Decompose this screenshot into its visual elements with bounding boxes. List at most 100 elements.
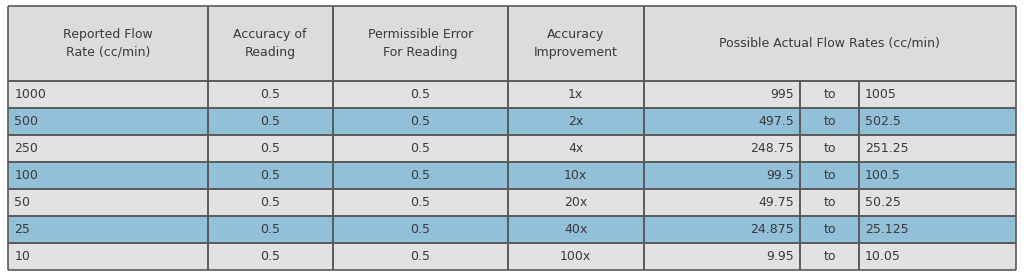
Bar	[801, 216, 859, 243]
Bar	[8, 81, 208, 108]
Text: 24.875: 24.875	[751, 223, 795, 236]
Text: 1000: 1000	[14, 88, 46, 101]
Text: Possible Actual Flow Rates (cc/min): Possible Actual Flow Rates (cc/min)	[719, 37, 940, 50]
Bar	[8, 6, 208, 81]
Text: to: to	[823, 223, 836, 236]
Text: 0.5: 0.5	[411, 115, 430, 128]
Text: 0.5: 0.5	[260, 223, 281, 236]
Bar	[333, 162, 508, 189]
Text: 251.25: 251.25	[865, 142, 908, 155]
Bar	[801, 81, 859, 108]
Text: 0.5: 0.5	[260, 169, 281, 182]
Bar	[333, 216, 508, 243]
Bar	[208, 6, 333, 81]
Text: 0.5: 0.5	[411, 142, 430, 155]
Text: 0.5: 0.5	[260, 250, 281, 264]
Text: 0.5: 0.5	[411, 196, 430, 209]
Text: 10x: 10x	[564, 169, 587, 182]
Bar	[8, 108, 208, 135]
Text: 1005: 1005	[865, 88, 897, 101]
Text: 9.95: 9.95	[767, 250, 795, 264]
Bar	[333, 189, 508, 216]
Bar	[859, 81, 1016, 108]
Text: 10: 10	[14, 250, 31, 264]
Text: 0.5: 0.5	[411, 250, 430, 264]
Text: 100x: 100x	[560, 250, 591, 264]
Text: 995: 995	[771, 88, 795, 101]
Text: 50.25: 50.25	[865, 196, 901, 209]
Bar	[643, 6, 1016, 81]
Bar	[208, 81, 333, 108]
Text: 0.5: 0.5	[260, 196, 281, 209]
Bar	[208, 189, 333, 216]
Bar	[508, 189, 643, 216]
Text: 0.5: 0.5	[411, 223, 430, 236]
Bar	[8, 243, 208, 270]
Bar	[333, 108, 508, 135]
Bar	[643, 135, 801, 162]
Bar	[508, 243, 643, 270]
Bar	[508, 81, 643, 108]
Bar	[801, 108, 859, 135]
Text: to: to	[823, 88, 836, 101]
Bar	[643, 162, 801, 189]
Text: to: to	[823, 196, 836, 209]
Bar	[801, 243, 859, 270]
Bar	[859, 243, 1016, 270]
Bar	[8, 189, 208, 216]
Text: to: to	[823, 115, 836, 128]
Bar	[208, 108, 333, 135]
Text: 40x: 40x	[564, 223, 587, 236]
Text: 25.125: 25.125	[865, 223, 908, 236]
Bar	[208, 243, 333, 270]
Bar	[643, 189, 801, 216]
Bar	[643, 243, 801, 270]
Bar	[8, 135, 208, 162]
Bar	[208, 135, 333, 162]
Text: Permissible Error
For Reading: Permissible Error For Reading	[368, 28, 473, 59]
Bar	[508, 6, 643, 81]
Text: to: to	[823, 169, 836, 182]
Bar	[859, 216, 1016, 243]
Bar	[333, 243, 508, 270]
Text: 49.75: 49.75	[759, 196, 795, 209]
Text: 0.5: 0.5	[260, 88, 281, 101]
Bar	[801, 189, 859, 216]
Bar	[859, 189, 1016, 216]
Text: 500: 500	[14, 115, 38, 128]
Bar	[859, 108, 1016, 135]
Text: 1x: 1x	[568, 88, 584, 101]
Bar	[333, 135, 508, 162]
Text: Accuracy
Improvement: Accuracy Improvement	[534, 28, 617, 59]
Bar	[643, 216, 801, 243]
Text: 4x: 4x	[568, 142, 584, 155]
Bar	[859, 135, 1016, 162]
Bar	[508, 162, 643, 189]
Bar	[208, 216, 333, 243]
Text: 497.5: 497.5	[759, 115, 795, 128]
Bar	[643, 108, 801, 135]
Text: 0.5: 0.5	[411, 169, 430, 182]
Bar	[508, 108, 643, 135]
Text: 250: 250	[14, 142, 38, 155]
Bar	[8, 216, 208, 243]
Text: 0.5: 0.5	[260, 142, 281, 155]
Text: 10.05: 10.05	[865, 250, 901, 264]
Text: 100.5: 100.5	[865, 169, 901, 182]
Text: 0.5: 0.5	[411, 88, 430, 101]
Bar	[859, 162, 1016, 189]
Bar	[508, 216, 643, 243]
Text: 100: 100	[14, 169, 38, 182]
Text: 502.5: 502.5	[865, 115, 901, 128]
Bar	[8, 162, 208, 189]
Text: Reported Flow
Rate (cc/min): Reported Flow Rate (cc/min)	[63, 28, 153, 59]
Text: 2x: 2x	[568, 115, 584, 128]
Text: 248.75: 248.75	[751, 142, 795, 155]
Text: to: to	[823, 250, 836, 264]
Bar	[333, 81, 508, 108]
Text: 50: 50	[14, 196, 31, 209]
Bar	[208, 162, 333, 189]
Text: to: to	[823, 142, 836, 155]
Bar	[643, 81, 801, 108]
Text: 20x: 20x	[564, 196, 587, 209]
